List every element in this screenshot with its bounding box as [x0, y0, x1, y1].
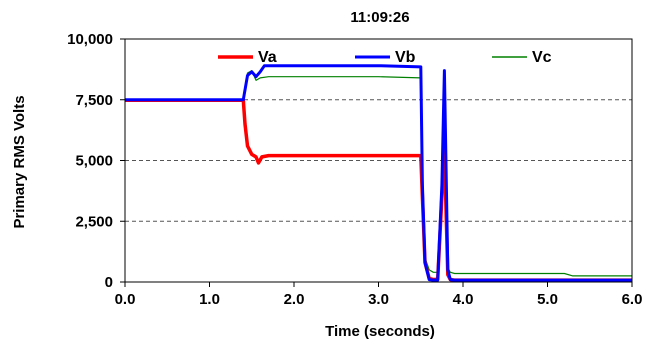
chart-title: 11:09:26 [350, 9, 409, 26]
x-tick-label: 6.0 [622, 291, 643, 308]
y-tick-label: 10,000 [67, 31, 113, 48]
y-tick-label: 7,500 [75, 92, 113, 109]
legend-label-va: Va [258, 49, 277, 66]
x-tick-label: 3.0 [368, 291, 389, 308]
x-tick-label: 5.0 [537, 291, 558, 308]
legend-label-vc: Vc [532, 49, 552, 66]
x-tick-label: 0.0 [115, 291, 136, 308]
legend-label-vb: Vb [395, 49, 416, 66]
series-line-va [125, 98, 632, 282]
y-tick-label: 0 [105, 274, 113, 291]
y-tick-label: 2,500 [75, 213, 113, 230]
y-tick-label: 5,000 [75, 153, 113, 170]
x-tick-label: 1.0 [199, 291, 220, 308]
x-axis-label: Time (seconds) [325, 323, 435, 340]
x-tick-label: 4.0 [453, 291, 474, 308]
x-axis-ticks: 0.0 1.0 2.0 3.0 4.0 5.0 6.0 [115, 282, 643, 308]
gridlines [125, 99, 632, 222]
series-lines [125, 64, 632, 282]
legend: Va Vb Vc [218, 49, 552, 66]
series-line-vb [125, 64, 632, 282]
x-tick-label: 2.0 [284, 291, 305, 308]
y-axis-label: Primary RMS Volts [11, 95, 28, 228]
y-axis-ticks: 0 2,500 5,000 7,500 10,000 [67, 31, 125, 291]
